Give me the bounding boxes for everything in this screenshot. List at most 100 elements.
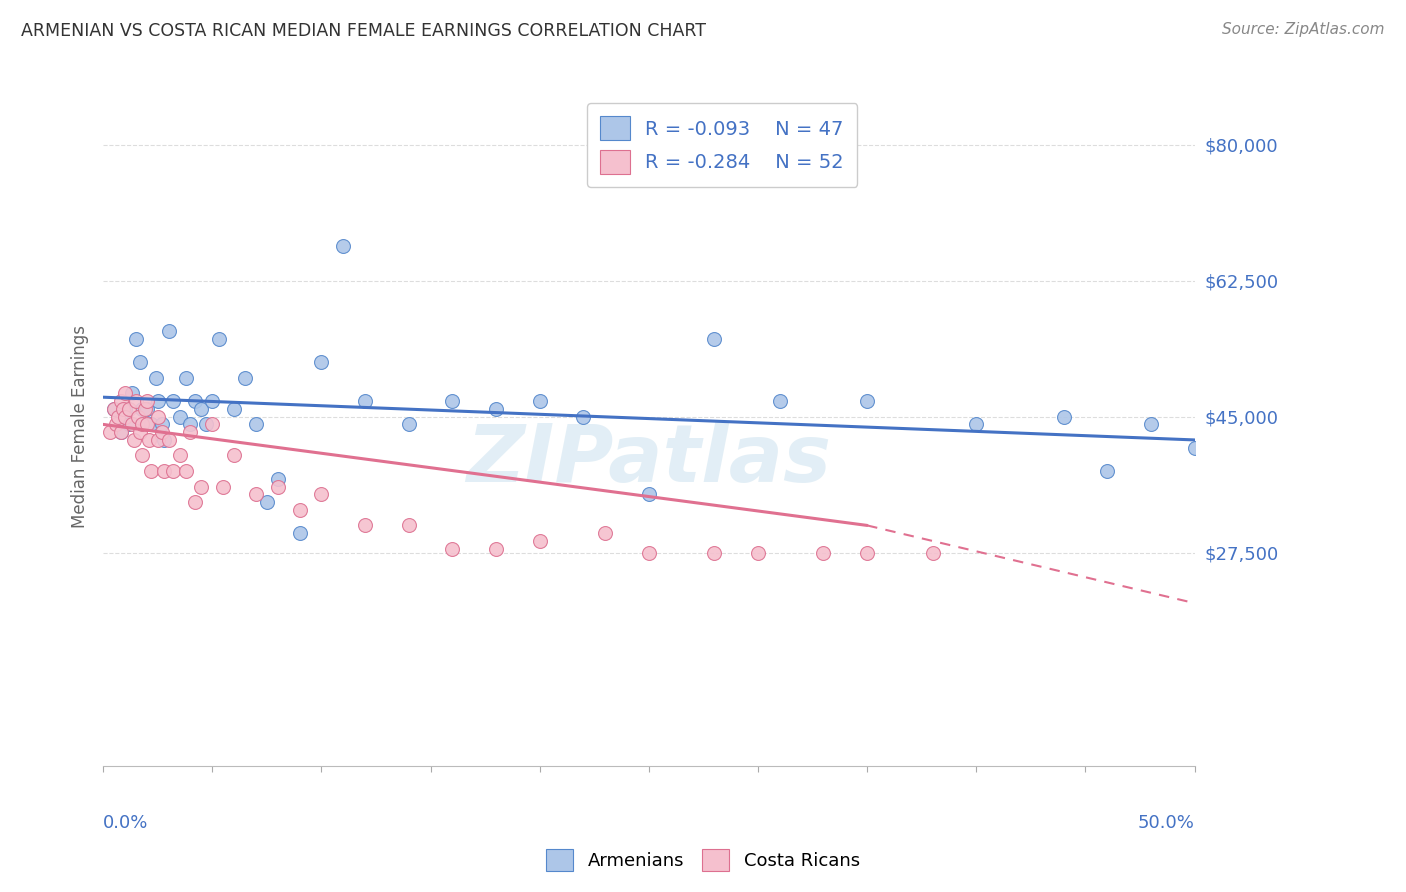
Point xyxy=(157,433,180,447)
Point xyxy=(1097,464,1119,478)
Point xyxy=(110,425,132,439)
Point xyxy=(121,417,143,432)
Point xyxy=(153,464,176,478)
Point xyxy=(288,526,311,541)
Point xyxy=(107,409,129,424)
Point xyxy=(141,417,163,432)
Point xyxy=(105,417,128,432)
Point xyxy=(184,394,207,409)
Point xyxy=(150,425,173,439)
Point xyxy=(114,386,136,401)
Point xyxy=(288,503,311,517)
Text: ZIPatlas: ZIPatlas xyxy=(467,421,831,500)
Text: Source: ZipAtlas.com: Source: ZipAtlas.com xyxy=(1222,22,1385,37)
Point xyxy=(141,464,163,478)
Point xyxy=(169,449,191,463)
Point xyxy=(637,546,659,560)
Point xyxy=(354,394,377,409)
Point xyxy=(593,526,616,541)
Point xyxy=(311,355,333,369)
Point xyxy=(162,464,184,478)
Point xyxy=(1140,417,1163,432)
Point xyxy=(485,541,508,556)
Point xyxy=(138,433,160,447)
Point xyxy=(921,546,943,560)
Point xyxy=(398,518,420,533)
Point xyxy=(118,401,141,416)
Point xyxy=(146,433,169,447)
Point xyxy=(134,401,156,416)
Point xyxy=(529,394,551,409)
Point xyxy=(441,394,464,409)
Point xyxy=(256,495,278,509)
Point xyxy=(146,394,169,409)
Text: 0.0%: 0.0% xyxy=(103,814,149,832)
Point xyxy=(179,425,201,439)
Legend: R = -0.093    N = 47, R = -0.284    N = 52: R = -0.093 N = 47, R = -0.284 N = 52 xyxy=(586,103,858,187)
Point xyxy=(813,546,835,560)
Point xyxy=(135,417,157,432)
Point xyxy=(311,487,333,501)
Point xyxy=(224,401,246,416)
Y-axis label: Median Female Earnings: Median Female Earnings xyxy=(72,325,89,528)
Point xyxy=(1052,409,1074,424)
Text: 50.0%: 50.0% xyxy=(1137,814,1195,832)
Point xyxy=(103,401,125,416)
Point xyxy=(194,417,217,432)
Point xyxy=(856,546,879,560)
Point xyxy=(201,394,224,409)
Point xyxy=(174,371,197,385)
Point xyxy=(174,464,197,478)
Point xyxy=(129,355,152,369)
Point xyxy=(354,518,377,533)
Point xyxy=(127,409,149,424)
Point xyxy=(529,533,551,548)
Point xyxy=(131,417,153,432)
Point xyxy=(179,417,201,432)
Point xyxy=(703,332,725,346)
Point xyxy=(747,546,769,560)
Point xyxy=(398,417,420,432)
Point xyxy=(769,394,792,409)
Point xyxy=(245,417,267,432)
Point xyxy=(201,417,224,432)
Point xyxy=(485,401,508,416)
Point xyxy=(233,371,256,385)
Point xyxy=(114,409,136,424)
Point xyxy=(131,401,153,416)
Point xyxy=(103,401,125,416)
Point xyxy=(184,495,207,509)
Point xyxy=(245,487,267,501)
Point xyxy=(110,394,132,409)
Point xyxy=(135,394,157,409)
Point xyxy=(332,238,354,252)
Point xyxy=(572,409,595,424)
Point xyxy=(208,332,231,346)
Point xyxy=(441,541,464,556)
Point xyxy=(111,401,134,416)
Point xyxy=(122,433,145,447)
Point xyxy=(162,394,184,409)
Point xyxy=(121,386,143,401)
Point xyxy=(267,479,290,493)
Point xyxy=(135,401,157,416)
Point xyxy=(157,324,180,338)
Point xyxy=(98,425,121,439)
Point xyxy=(212,479,235,493)
Point xyxy=(145,371,167,385)
Point xyxy=(131,449,153,463)
Point xyxy=(146,409,169,424)
Point xyxy=(637,487,659,501)
Point xyxy=(190,479,212,493)
Point xyxy=(224,449,246,463)
Point xyxy=(153,433,176,447)
Legend: Armenians, Costa Ricans: Armenians, Costa Ricans xyxy=(538,842,868,879)
Point xyxy=(129,425,152,439)
Point xyxy=(1184,441,1206,455)
Point xyxy=(856,394,879,409)
Point xyxy=(114,401,136,416)
Point xyxy=(190,401,212,416)
Point xyxy=(110,425,132,439)
Point xyxy=(125,332,148,346)
Text: ARMENIAN VS COSTA RICAN MEDIAN FEMALE EARNINGS CORRELATION CHART: ARMENIAN VS COSTA RICAN MEDIAN FEMALE EA… xyxy=(21,22,706,40)
